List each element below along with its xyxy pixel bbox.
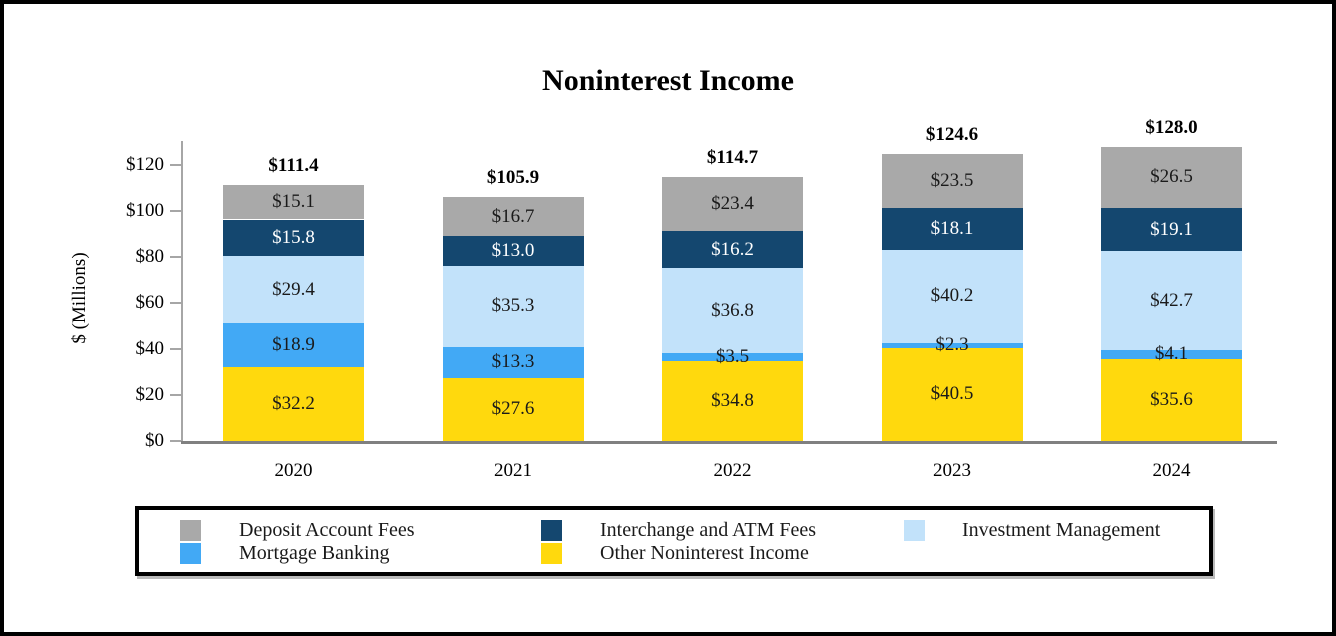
segment-value-label: $40.5 <box>930 383 974 405</box>
y-tick-mark <box>170 256 181 258</box>
segment-value-label: $2.3 <box>935 334 969 356</box>
bar-segment-investment-management: $36.8 <box>662 268 803 353</box>
bar-segment-mortgage-banking: $18.9 <box>223 323 364 367</box>
x-axis-line <box>181 441 1277 444</box>
legend-swatch-other-noninterest-income <box>541 543 562 564</box>
bar-segment-other-noninterest-income: $34.8 <box>662 360 803 441</box>
segment-value-label: $40.2 <box>930 285 974 307</box>
bar-segment-mortgage-banking: $3.5 <box>662 346 803 366</box>
bar-segment-interchange-and-atm-fees: $18.1 <box>881 208 1023 251</box>
y-tick-label: $40 <box>135 338 165 359</box>
y-tick-label: $60 <box>135 292 165 313</box>
segment-value-label: $16.2 <box>711 238 754 260</box>
x-axis-label: 2023 <box>933 460 971 481</box>
bar-total-label: $111.4 <box>268 154 319 176</box>
bar-segment-interchange-and-atm-fees: $15.8 <box>223 219 364 256</box>
y-tick-label: $120 <box>126 154 164 175</box>
bar-segment-other-noninterest-income: $35.6 <box>1101 359 1242 441</box>
bar-total-label: $105.9 <box>486 167 540 189</box>
segment-value-label: $26.5 <box>1150 166 1193 188</box>
segment-value-label: $15.8 <box>272 226 315 248</box>
bar-segment-other-noninterest-income: $32.2 <box>223 366 364 441</box>
bar-total-label: $114.7 <box>706 147 759 169</box>
legend-swatch-investment-management <box>904 520 925 541</box>
bar-segment-deposit-account-fees: $16.7 <box>442 197 584 236</box>
x-axis-label: 2024 <box>1152 460 1191 481</box>
bar-segment-investment-management: $42.7 <box>1101 251 1242 350</box>
legend-swatch-deposit-account-fees <box>180 520 201 541</box>
y-tick-label: $80 <box>135 246 165 267</box>
y-tick-mark <box>170 164 181 166</box>
legend-label-deposit-account-fees: Deposit Account Fees <box>239 519 415 541</box>
bar-segment-mortgage-banking: $13.3 <box>442 346 584 378</box>
bar-segment-investment-management: $40.2 <box>881 250 1023 343</box>
bar-segment-interchange-and-atm-fees: $16.2 <box>662 231 803 269</box>
segment-value-label: $42.7 <box>1150 289 1193 311</box>
bar-segment-other-noninterest-income: $40.5 <box>881 347 1023 441</box>
segment-value-label: $18.9 <box>272 334 315 356</box>
bar-total-label: $128.0 <box>1145 116 1198 138</box>
bar-segment-other-noninterest-income: $27.6 <box>442 377 584 441</box>
segment-value-label: $35.3 <box>491 295 535 317</box>
bar-segment-deposit-account-fees: $26.5 <box>1101 146 1242 208</box>
segment-value-label: $15.1 <box>272 191 315 213</box>
bar-total-label: $124.6 <box>925 124 979 146</box>
segment-value-label: $13.0 <box>491 239 535 261</box>
chart-title: Noninterest Income <box>542 64 794 97</box>
segment-value-label: $23.4 <box>711 193 754 215</box>
bar-segment-mortgage-banking: $2.3 <box>881 335 1023 355</box>
y-tick-mark <box>170 302 181 304</box>
segment-value-label: $29.4 <box>272 278 315 300</box>
bar-segment-deposit-account-fees: $15.1 <box>223 184 364 220</box>
segment-value-label: $16.7 <box>491 205 535 227</box>
segment-value-label: $13.3 <box>491 351 535 373</box>
y-tick-mark <box>170 394 181 396</box>
legend-swatch-mortgage-banking <box>180 543 201 564</box>
legend-label-mortgage-banking: Mortgage Banking <box>239 542 390 564</box>
segment-value-label: $34.8 <box>711 389 754 411</box>
bar-segment-mortgage-banking: $4.1 <box>1101 344 1242 364</box>
bar-segment-deposit-account-fees: $23.5 <box>881 154 1023 209</box>
legend-label-other-noninterest-income: Other Noninterest Income <box>600 542 809 564</box>
segment-value-label: $19.1 <box>1150 218 1193 240</box>
segment-value-label: $35.6 <box>1150 389 1193 411</box>
y-tick-label: $0 <box>145 430 164 451</box>
segment-value-label: $18.1 <box>930 218 974 240</box>
segment-value-label: $4.1 <box>1154 343 1189 365</box>
legend-label-investment-management: Investment Management <box>962 519 1161 541</box>
legend <box>135 506 1213 576</box>
legend-swatch-interchange-and-atm-fees <box>541 520 562 541</box>
bar-segment-deposit-account-fees: $23.4 <box>662 177 803 231</box>
legend-label-interchange-and-atm-fees: Interchange and ATM Fees <box>600 519 817 541</box>
y-axis-line <box>181 141 183 443</box>
segment-value-label: $3.5 <box>715 345 750 367</box>
segment-value-label: $32.2 <box>272 392 315 414</box>
bar-segment-interchange-and-atm-fees: $19.1 <box>1101 207 1242 252</box>
x-axis-label: 2022 <box>713 460 752 481</box>
y-tick-mark <box>170 348 181 350</box>
x-axis-label: 2020 <box>274 460 313 481</box>
segment-value-label: $27.6 <box>491 398 535 420</box>
segment-value-label: $23.5 <box>930 170 974 192</box>
bar-segment-investment-management: $29.4 <box>223 255 364 324</box>
y-tick-mark <box>170 440 181 442</box>
y-tick-mark <box>170 210 181 212</box>
y-tick-label: $20 <box>135 384 165 405</box>
segment-value-label: $36.8 <box>711 299 754 321</box>
y-tick-label: $100 <box>126 200 164 221</box>
bar-segment-investment-management: $35.3 <box>442 265 584 347</box>
bar-segment-interchange-and-atm-fees: $13.0 <box>442 235 584 266</box>
x-axis-label: 2021 <box>494 460 532 481</box>
